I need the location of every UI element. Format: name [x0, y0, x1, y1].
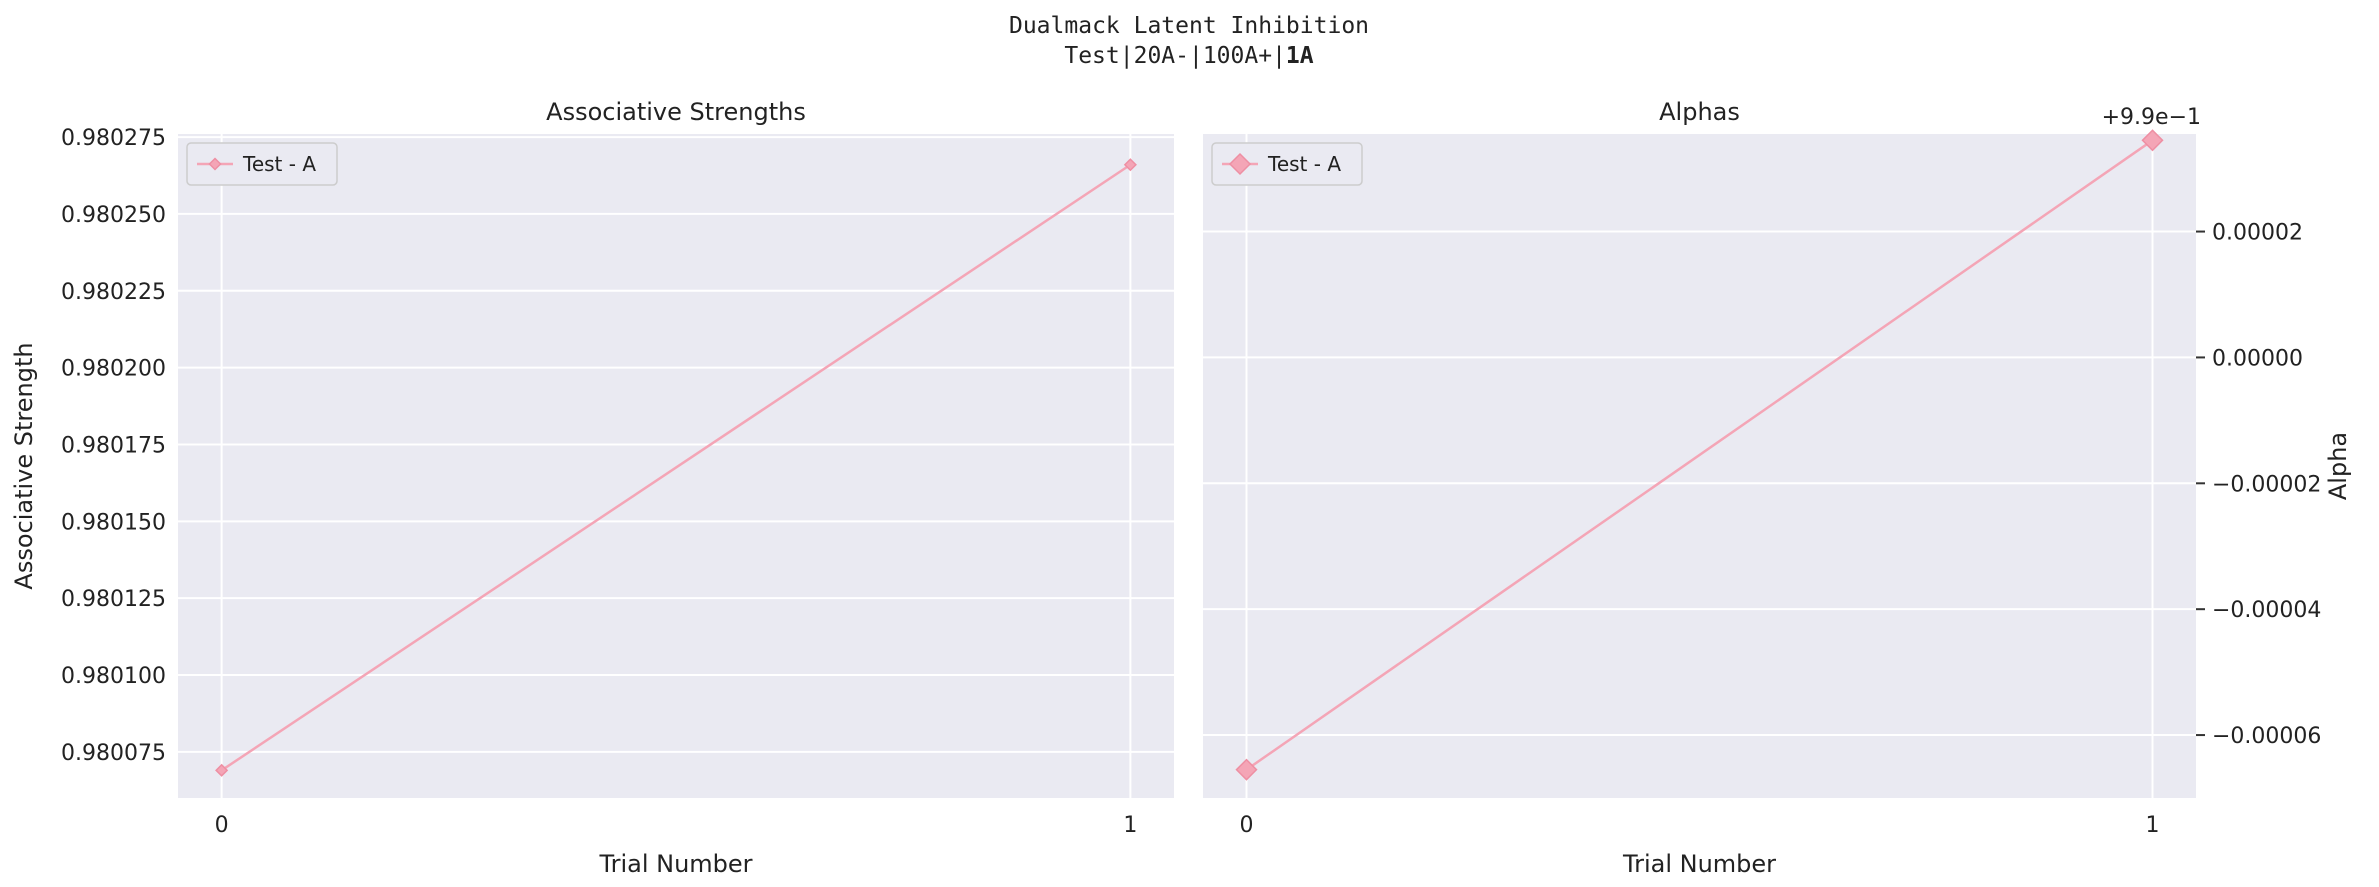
x-tick-label: 1	[2146, 813, 2160, 838]
legend: Test - A	[1211, 142, 1363, 186]
y-tick-label: 0.980200	[61, 357, 166, 382]
chart-2: −0.00006 −0.00004 −0.00002 0.00000 0.00002 0 1…	[1203, 98, 2352, 878]
plot-area	[1203, 134, 2196, 798]
y-tick-label: 0.980100	[61, 664, 166, 689]
y-tick-label: 0.980275	[61, 126, 166, 151]
legend-marker	[1228, 152, 1252, 176]
series-line	[1245, 139, 2154, 771]
y-tick-label: 0.980225	[61, 280, 166, 305]
legend: Test - A	[186, 142, 338, 186]
y-tick-label: 0.980250	[61, 203, 166, 228]
x-tick-label: 0	[215, 813, 229, 838]
x-axis-label: Trial Number	[1622, 850, 1776, 878]
x-tick-label: 1	[1123, 813, 1137, 838]
legend-label: Test - A	[242, 152, 316, 176]
data-point	[215, 763, 229, 777]
y-offset-label: +9.9e−1	[2102, 105, 2201, 130]
x-axis-label: Trial Number	[598, 850, 752, 878]
legend-label: Test - A	[1267, 152, 1341, 176]
y-tick-label: 0.00002	[2212, 221, 2303, 246]
x-tick-label: 0	[1239, 813, 1253, 838]
data-point	[1235, 758, 1258, 781]
legend-box	[1211, 142, 1363, 186]
data-point	[1123, 158, 1137, 172]
figure-title-line2-bold: 1A	[1286, 43, 1314, 69]
chart-title: Associative Strengths	[546, 98, 806, 126]
y-tick-label: 0.980150	[61, 510, 166, 535]
chart-1: 0.980075 0.980100 0.980125 0.980150 0.980175…	[10, 98, 1174, 878]
y-tick-label: 0.980175	[61, 433, 166, 458]
figure-title-line1: Dualmack Latent Inhibition	[1009, 13, 1369, 39]
legend-box	[186, 142, 338, 186]
y-tick-label: −0.00006	[2212, 724, 2321, 749]
y-axis-label: Alpha	[2324, 432, 2352, 500]
series-line	[220, 163, 1132, 772]
data-point	[2141, 129, 2164, 152]
y-tick-label: 0.980075	[61, 741, 166, 766]
figure-title-line2: Test|20A-|100A+|1A	[1064, 43, 1313, 69]
y-tick-label: −0.00002	[2212, 472, 2321, 497]
y-axis-label: Associative Strength	[10, 342, 38, 589]
y-tick-label: 0.980125	[61, 587, 166, 612]
figure-title-line2-prefix: Test|20A-|100A+|	[1064, 43, 1286, 69]
y-tick-label: −0.00004	[2212, 598, 2321, 623]
chart-title: Alphas	[1659, 98, 1740, 126]
y-tick-label: 0.00000	[2212, 346, 2303, 371]
legend-marker	[208, 157, 222, 171]
